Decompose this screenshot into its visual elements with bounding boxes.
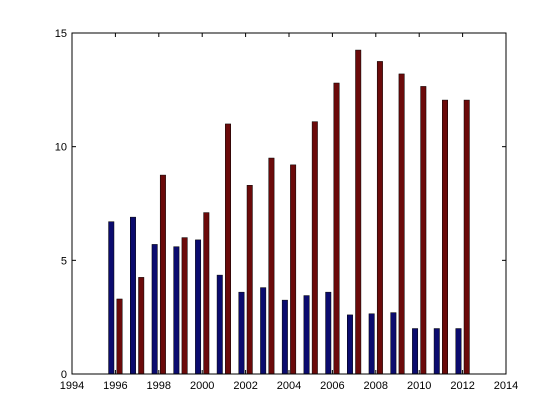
bar-series1-2002 [238, 291, 245, 375]
bar-series2-2010 [420, 86, 427, 375]
x-tick-label: 2000 [190, 380, 214, 392]
bar-series1-2011 [433, 328, 440, 375]
x-tick-label: 2008 [364, 380, 388, 392]
bar-series1-2003 [260, 287, 267, 375]
y-axis: 0 5 10 15 [55, 28, 506, 381]
bar-series1-2007 [347, 314, 353, 375]
bar-series1-1996 [108, 221, 115, 375]
bar-series2-1996 [116, 298, 123, 375]
bar-series1-2004 [281, 299, 288, 375]
bar-series1-2008 [368, 313, 375, 375]
bar-series1-2010 [412, 328, 419, 375]
x-tick-label: 2006 [320, 380, 344, 392]
x-tick-label: 1998 [147, 380, 171, 392]
bar-series1-2000 [195, 239, 202, 375]
bar-series2-2007 [355, 49, 362, 375]
bar-series2-2000 [203, 212, 210, 375]
bar-series1-1999 [173, 246, 180, 375]
bar-series2-2012 [463, 99, 470, 375]
bar-series2-2008 [376, 61, 383, 375]
bar-series1-2001 [216, 274, 223, 375]
bar-series2-2009 [398, 73, 405, 375]
bar-series2-2004 [290, 164, 297, 375]
x-tick-label: 1996 [103, 380, 127, 392]
y-tick-label: 15 [55, 28, 67, 40]
x-axis: 1994 1996 1998 2000 2002 2004 2006 2008 2010 2012… [60, 33, 518, 392]
bar-series2-2003 [268, 157, 275, 375]
bar-series1-2009 [390, 312, 397, 375]
x-tick-label: 2010 [407, 380, 431, 392]
bar-series2-2001 [225, 123, 231, 375]
bar-series2-2005 [311, 121, 318, 375]
x-tick-label: 2002 [233, 380, 257, 392]
x-tick-label: 2014 [494, 380, 518, 392]
bar-series1-1997 [130, 216, 136, 375]
y-tick-label: 10 [55, 142, 67, 154]
x-tick-label: 2004 [277, 380, 301, 392]
bar-series2-1999 [181, 237, 188, 375]
bar-series2-2002 [246, 185, 253, 375]
bar-series2-2006 [333, 82, 340, 375]
bar-series1-2006 [325, 291, 332, 375]
bar-series2-1997 [138, 277, 145, 375]
x-tick-label: 1994 [60, 380, 84, 392]
y-tick-label: 0 [61, 369, 67, 381]
plot-area [72, 33, 506, 374]
y-tick-label: 5 [61, 255, 67, 267]
bar-series1-2005 [303, 295, 310, 375]
x-tick-label: 2012 [450, 380, 474, 392]
bar-series1-1998 [151, 244, 158, 375]
bar-series2-2011 [442, 99, 448, 375]
bar-series1-2012 [455, 328, 462, 375]
bar-series2-1998 [159, 174, 166, 375]
